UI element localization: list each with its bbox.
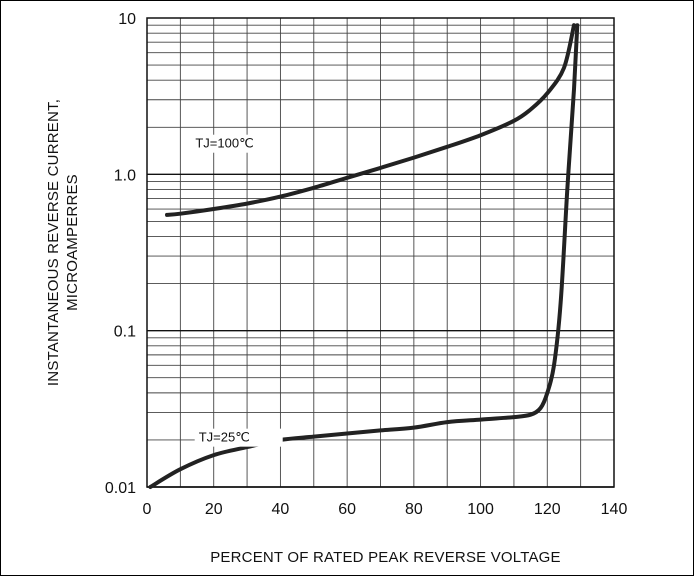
x-tick-label: 80 <box>405 501 423 518</box>
series-label-tj-25: TJ=25℃ <box>199 430 250 445</box>
plot-area <box>146 17 615 488</box>
x-tick-label: 140 <box>601 501 628 518</box>
x-tick-label: 120 <box>534 501 561 518</box>
y-tick-label: 10 <box>118 11 136 28</box>
y-axis-label: INSTANTANEOUS REVERSE CURRENT, MICROAMPE… <box>45 99 81 386</box>
x-tick-label: 0 <box>143 501 152 518</box>
x-axis-label: PERCENT OF RATED PEAK REVERSE VOLTAGE <box>210 549 561 566</box>
tick-labels: 0 20 40 60 80 100 120 140 0.01 0.1 1.0 10 <box>105 11 628 518</box>
y-axis-label-line-1: INSTANTANEOUS REVERSE CURRENT, <box>45 99 62 386</box>
x-tick-label: 20 <box>205 501 223 518</box>
series-line-tj-100 <box>165 23 576 217</box>
y-axis-label-line-2: MICROAMPERRES <box>64 174 81 311</box>
series-label-tj-100: TJ=100℃ <box>195 136 253 151</box>
grid <box>146 18 615 488</box>
series-label-backdrop <box>194 428 283 447</box>
y-tick-label: 0.1 <box>114 324 136 341</box>
x-tick-label: 100 <box>467 501 494 518</box>
series-label-backdrop <box>191 134 280 153</box>
y-tick-label: 1.0 <box>114 167 136 184</box>
x-tick-label: 60 <box>338 501 356 518</box>
y-tick-label: 0.01 <box>105 480 136 497</box>
series-labels: TJ=100℃ TJ=25℃ <box>191 134 283 447</box>
x-tick-label: 40 <box>272 501 290 518</box>
